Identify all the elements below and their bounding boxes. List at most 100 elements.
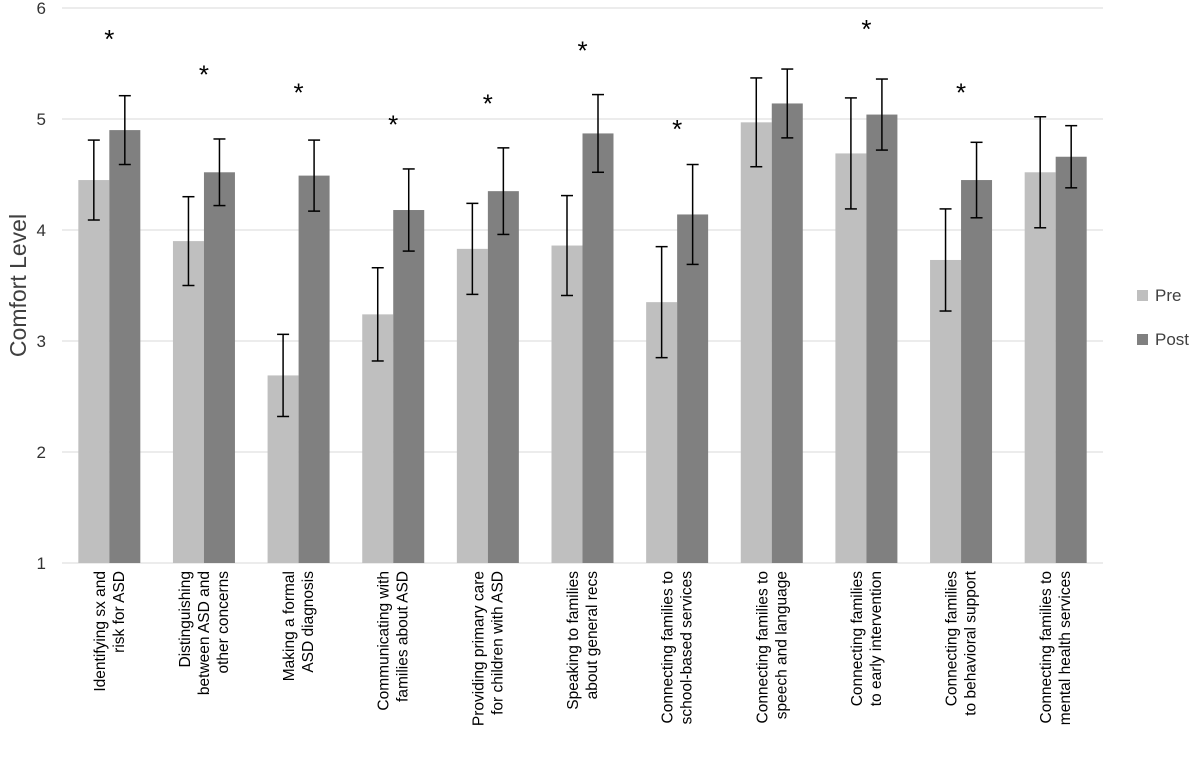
significance-star: * xyxy=(388,110,398,140)
category-label-line: Connecting families to xyxy=(754,571,771,724)
error-bar-pre-6 xyxy=(655,245,668,359)
category-label-1: Distinguishing between ASD and other conce… xyxy=(177,571,232,695)
bars xyxy=(78,103,1087,564)
y-tick-label: 1 xyxy=(37,554,46,573)
bar-post-0 xyxy=(109,130,141,563)
category-label-4: Providing primary care for children with … xyxy=(470,571,506,726)
error-bar-post-7 xyxy=(781,68,794,139)
error-bars xyxy=(87,68,1078,418)
error-bar-post-10 xyxy=(1065,124,1078,189)
error-bar-pre-10 xyxy=(1034,116,1047,229)
significance-star: * xyxy=(861,14,871,44)
category-label-line: school-based services xyxy=(679,571,696,725)
error-bar-pre-7 xyxy=(750,77,763,168)
category-label-line: to behavioral support xyxy=(963,570,980,715)
category-label-line: Connecting families to xyxy=(660,571,677,724)
bar-pre-8 xyxy=(835,153,867,563)
x-category-labels: Identifying sx and risk for ASD Distinguis… xyxy=(92,570,1074,726)
category-label-line: other concerns xyxy=(215,571,232,674)
category-label-0: Identifying sx and risk for ASD xyxy=(92,571,128,692)
bar-post-5 xyxy=(582,133,614,563)
bar-post-9 xyxy=(961,180,993,564)
significance-star: * xyxy=(104,24,114,54)
error-bar-post-8 xyxy=(875,78,888,151)
error-bar-post-6 xyxy=(686,163,699,266)
category-label-2: Making a formal ASD diagnosis xyxy=(281,571,317,682)
error-bar-pre-8 xyxy=(844,97,857,210)
category-label-line: families about ASD xyxy=(395,571,412,702)
category-label-line: risk for ASD xyxy=(111,571,128,653)
error-bar-post-1 xyxy=(213,138,226,207)
error-bar-post-9 xyxy=(970,141,983,219)
error-bar-pre-5 xyxy=(561,194,573,297)
error-bar-pre-2 xyxy=(277,333,290,418)
legend: Pre Post xyxy=(1137,286,1189,349)
bar-pre-1 xyxy=(172,241,204,563)
category-label-line: Distinguishing xyxy=(177,571,194,668)
y-tick-label: 5 xyxy=(37,110,46,129)
bar-post-2 xyxy=(298,175,330,564)
legend-swatch-pre xyxy=(1137,290,1148,301)
legend-swatch-post xyxy=(1137,334,1148,345)
y-tick-labels: 1 2 3 4 5 6 xyxy=(37,0,46,573)
bar-post-7 xyxy=(771,103,803,564)
error-bar-pre-9 xyxy=(939,208,952,312)
bar-pre-7 xyxy=(740,122,772,563)
error-bar-post-4 xyxy=(497,147,510,236)
y-tick-label: 2 xyxy=(37,443,46,462)
category-label-8: Connecting families to early intervention xyxy=(849,571,885,707)
category-label-9: Connecting families to behavioral support xyxy=(944,570,980,715)
error-bar-pre-0 xyxy=(87,139,100,221)
category-label-line: Connecting families xyxy=(944,571,961,707)
y-tick-label: 6 xyxy=(37,0,46,18)
category-label-7: Connecting families to speech and languag… xyxy=(754,571,790,724)
bar-pre-0 xyxy=(78,180,110,564)
category-label-line: ASD diagnosis xyxy=(300,571,317,673)
bar-pre-10 xyxy=(1024,172,1056,563)
category-label-line: to early intervention xyxy=(868,571,885,706)
significance-markers: * * * * * * * * * xyxy=(104,14,966,144)
category-label-line: Identifying sx and xyxy=(92,571,109,692)
category-label-line: Communicating with xyxy=(376,571,393,711)
significance-star: * xyxy=(577,35,587,65)
bar-post-4 xyxy=(487,191,519,563)
error-bar-pre-3 xyxy=(371,266,384,362)
category-label-line: mental health services xyxy=(1057,571,1074,725)
legend-label-post: Post xyxy=(1155,330,1189,349)
error-bar-post-2 xyxy=(308,139,321,212)
category-label-line: Speaking to families xyxy=(565,571,582,710)
error-bar-post-3 xyxy=(402,168,415,252)
category-label-line: for children with ASD xyxy=(489,571,506,715)
legend-label-pre: Pre xyxy=(1155,286,1181,305)
category-label-line: Making a formal xyxy=(281,571,298,681)
category-label-5: Speaking to families about general recs xyxy=(565,571,601,710)
category-label-6: Connecting families to school-based servi… xyxy=(660,571,696,725)
significance-star: * xyxy=(199,60,209,90)
bar-post-8 xyxy=(866,114,898,563)
error-bar-post-0 xyxy=(118,94,131,166)
bar-pre-4 xyxy=(456,248,488,563)
category-label-line: Connecting families to xyxy=(1038,571,1055,724)
category-label-line: Providing primary care xyxy=(470,571,487,726)
bar-post-3 xyxy=(393,210,425,563)
category-label-10: Connecting families to mental health serv… xyxy=(1038,571,1074,725)
y-axis-label: Comfort Level xyxy=(5,214,31,357)
category-label-line: speech and language xyxy=(773,571,790,719)
bar-post-10 xyxy=(1055,156,1087,564)
error-bar-post-5 xyxy=(592,93,604,174)
error-bar-pre-1 xyxy=(182,195,195,287)
error-bar-pre-4 xyxy=(466,202,479,296)
significance-star: * xyxy=(672,114,682,144)
category-label-line: Connecting families xyxy=(849,571,866,707)
y-tick-label: 4 xyxy=(37,221,46,240)
significance-star: * xyxy=(483,89,493,119)
category-label-line: between ASD and xyxy=(196,571,213,695)
bar-post-1 xyxy=(203,172,235,563)
category-label-3: Communicating with families about ASD xyxy=(376,571,412,711)
significance-star: * xyxy=(294,77,304,107)
bar-post-6 xyxy=(677,214,709,563)
significance-star: * xyxy=(956,77,966,107)
bar-pre-5 xyxy=(551,245,583,564)
y-tick-label: 3 xyxy=(37,332,46,351)
